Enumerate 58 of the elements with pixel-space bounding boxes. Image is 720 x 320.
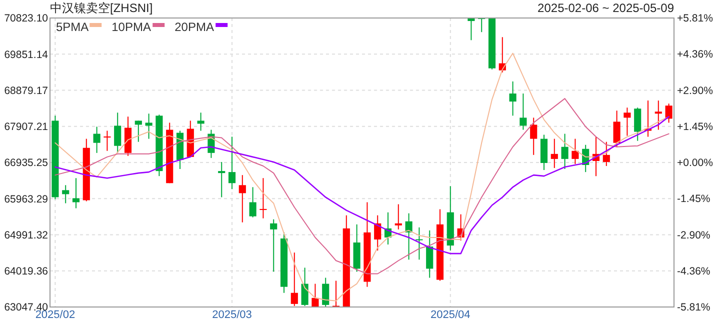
line-series	[54, 98, 670, 274]
candlestick	[426, 230, 434, 278]
y-tick-label: 68879.17	[4, 84, 48, 97]
legend-label: 10PMA	[112, 20, 151, 34]
y-tick-label: 67907.21	[4, 121, 48, 134]
candlestick	[520, 93, 527, 130]
x-tick-label: 2025/04	[430, 309, 470, 320]
candlestick	[72, 178, 80, 209]
candlestick	[218, 161, 226, 198]
y2-tick-label: -4.36%	[677, 266, 710, 278]
y2-tick-label: +1.45%	[677, 121, 713, 134]
legend-label: 5PMA	[56, 20, 89, 34]
candlestick	[238, 174, 246, 223]
candlestick	[93, 126, 100, 154]
y2-tick-label: +5.81%	[677, 12, 713, 25]
y-tick-label: 64019.36	[4, 266, 48, 278]
y-tick-label: 64991.32	[4, 229, 48, 242]
y2-tick-label: +4.36%	[677, 48, 713, 61]
candlestick	[260, 178, 267, 219]
y2-tick-label: +2.90%	[677, 85, 713, 98]
chart-title: 中汉镍卖空[ZHSNI]	[50, 1, 153, 15]
candlestick	[228, 136, 236, 190]
legend-label: 20PMA	[174, 20, 214, 34]
y-tick-label: 66935.25	[4, 157, 48, 170]
candlestick	[322, 277, 330, 307]
candlestick	[665, 103, 672, 124]
candlestick	[394, 204, 402, 230]
candlestick	[654, 100, 662, 130]
chart-subtitle: 2025-02-06 ~ 2025-05-09	[538, 1, 674, 15]
candlestick	[62, 184, 70, 204]
candlestick	[104, 130, 111, 152]
candlestick	[301, 267, 308, 306]
candlestick	[509, 80, 516, 116]
candlestick	[550, 138, 558, 169]
candlestick	[561, 133, 568, 170]
y2-tick-label: -5.81%	[677, 302, 710, 314]
x-tick-label: 2025/03	[212, 309, 252, 320]
candlestick	[290, 252, 298, 306]
candlestick	[374, 214, 382, 252]
y-tick-label: 70823.10	[4, 12, 48, 25]
candlestick	[416, 226, 423, 260]
candlestick	[145, 113, 152, 140]
candlestick	[134, 120, 142, 142]
candlestick	[634, 107, 642, 142]
y2-tick-label: +0.00%	[677, 157, 713, 170]
candlestick	[624, 107, 631, 136]
candlestick	[197, 112, 204, 132]
y-tick-label: 65963.29	[4, 193, 48, 206]
candlestick	[530, 117, 538, 156]
candlestick	[613, 110, 620, 148]
candlestick	[114, 112, 122, 154]
y2-tick-label: -2.90%	[677, 229, 710, 242]
y2-tick-label: -1.45%	[677, 193, 710, 206]
candlestick	[602, 141, 610, 167]
candlestick	[270, 218, 278, 272]
candlestick	[249, 186, 256, 218]
candlestick	[572, 138, 579, 164]
y-tick-label: 69851.14	[4, 48, 48, 61]
